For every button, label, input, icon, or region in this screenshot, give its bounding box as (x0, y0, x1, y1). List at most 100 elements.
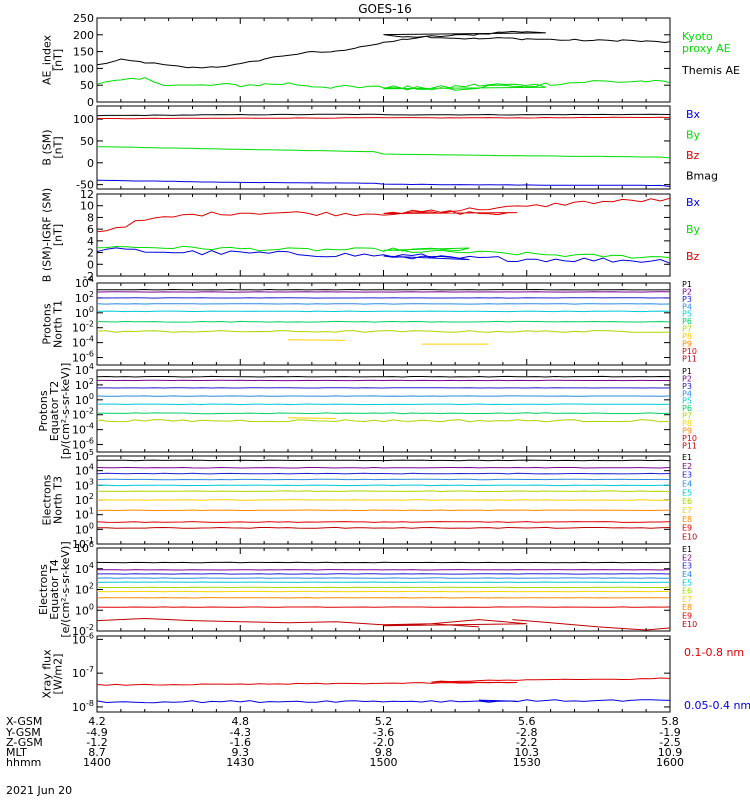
series-line-p8 (694, 425, 750, 426)
legend-entry: Bz (686, 250, 700, 263)
ephemeris-row-label: MLT (6, 746, 27, 759)
plot-frame (96, 369, 671, 453)
series-line-p6 (97, 412, 670, 415)
series-line-p8 (287, 417, 336, 419)
series-line-e9 (97, 521, 670, 523)
y-tick-label: 50 (80, 135, 94, 148)
ephemeris-value: 8.7 (88, 746, 106, 759)
y-tick-label: 10-8 (72, 699, 94, 714)
y-axis-label: [nT] (52, 224, 65, 246)
y-axis-label: [W/m2] (52, 654, 65, 695)
series-line-p5 (97, 310, 670, 313)
legend-entry: P10 (682, 434, 697, 443)
ephemeris-value: 10.3 (515, 746, 540, 759)
legend-entry: P8 (682, 332, 692, 341)
legend-entry: Bz (686, 149, 700, 162)
legend-entry: P6 (682, 317, 692, 326)
series-line-kyoto-proxy-ae (97, 77, 670, 91)
y-tick-label: 10-2 (72, 407, 94, 422)
legend-entry: E1 (682, 453, 692, 462)
legend-entry: E5 (682, 488, 692, 497)
y-tick-label: 10-4 (72, 422, 94, 437)
series-line-by (97, 245, 670, 266)
series-line-bmag (97, 113, 670, 117)
legend-entry: P2 (682, 287, 692, 296)
series-line-e10 (97, 617, 527, 628)
legend-entry: P8 (682, 419, 692, 428)
ephemeris-row-label: Z-GSM (6, 736, 43, 749)
series-line-e10 (512, 619, 670, 631)
y-tick-label: 103 (75, 477, 94, 492)
y-tick-label: 150 (73, 46, 94, 59)
legend-entry: proxy AE (682, 42, 731, 55)
y-tick-label: 100 (75, 602, 94, 617)
series-line-0-1-0-8-nm (97, 674, 670, 686)
legend-entry: P1 (682, 367, 692, 376)
series-line-bz (97, 116, 670, 120)
legend-entry: 0.1-0.8 nm (684, 646, 744, 659)
y-tick-label: 100 (75, 521, 94, 536)
legend-entry: P7 (682, 412, 692, 421)
legend-entry: P9 (682, 426, 692, 435)
ephemeris-value: -2.5 (659, 736, 680, 749)
y-axis-label: North T1 (52, 300, 65, 348)
legend-entry: 0.05-0.4 nm (684, 699, 750, 712)
series-line-e5 (97, 484, 670, 487)
legend-entry: E8 (682, 603, 692, 612)
ephemeris-value: -4.9 (86, 726, 107, 739)
series-line-p5 (97, 403, 670, 406)
y-tick-label: 200 (73, 29, 94, 42)
y-tick-label: 102 (75, 492, 94, 507)
y-axis-label: Protons (41, 303, 54, 344)
ephemeris-row-label: hhmm (6, 756, 41, 769)
series-line-0-05-0-4-nm (97, 699, 670, 704)
y-tick-label: 8 (87, 211, 94, 224)
legend-entry: P4 (682, 389, 692, 398)
y-axis-label: Xray flux (41, 649, 54, 699)
series-line-e4 (97, 478, 670, 481)
series-line-e7 (97, 499, 670, 501)
series-line-p7 (97, 330, 670, 333)
y-tick-label: 10-6 (72, 350, 94, 365)
legend-entry: E3 (682, 562, 692, 571)
y-tick-label: 250 (73, 12, 94, 25)
ephemeris-value: 1600 (656, 756, 684, 769)
legend-entry: P10 (682, 347, 697, 356)
legend-entry: P3 (682, 382, 692, 391)
legend-entry: P3 (682, 295, 692, 304)
legend-entry: E10 (682, 533, 697, 542)
y-tick-label: 104 (75, 362, 94, 377)
series-line-e6 (97, 490, 670, 493)
legend-entry: P9 (682, 339, 692, 348)
date-label: 2021 Jun 20 (6, 784, 72, 797)
y-axis-label: [nT] (52, 49, 65, 71)
y-tick-label: -50 (76, 179, 94, 192)
series-line-by (97, 146, 670, 159)
series-line-e8 (97, 509, 670, 512)
ephemeris-value: -2.8 (516, 726, 537, 739)
ephemeris-row-label: Y-GSM (5, 726, 41, 739)
y-axis-label: Equator T2 (48, 381, 61, 441)
ephemeris-value: 1430 (226, 756, 254, 769)
series-line-e3 (97, 472, 670, 475)
ephemeris-value: -1.2 (86, 736, 107, 749)
y-tick-label: 102 (75, 290, 94, 305)
series-group (97, 113, 670, 187)
ephemeris-value: 5.2 (375, 715, 393, 728)
plot-frame (96, 17, 671, 103)
ephemeris-value: -3.6 (373, 726, 394, 739)
legend-entry: By (686, 223, 701, 236)
y-axis-label: Protons (37, 390, 50, 431)
series-group (97, 30, 670, 91)
plot-frame (96, 635, 671, 713)
ephemeris-value: 1500 (370, 756, 398, 769)
y-axis-label: Electrons (41, 474, 54, 525)
legend-entry: E9 (682, 524, 692, 533)
series-line-bx (97, 247, 670, 264)
ephemeris-value: 9.3 (232, 746, 250, 759)
y-tick-label: 10-2 (72, 320, 94, 335)
legend-entry: E8 (682, 515, 692, 524)
y-tick-label: 105 (75, 448, 94, 463)
series-group (97, 459, 670, 529)
